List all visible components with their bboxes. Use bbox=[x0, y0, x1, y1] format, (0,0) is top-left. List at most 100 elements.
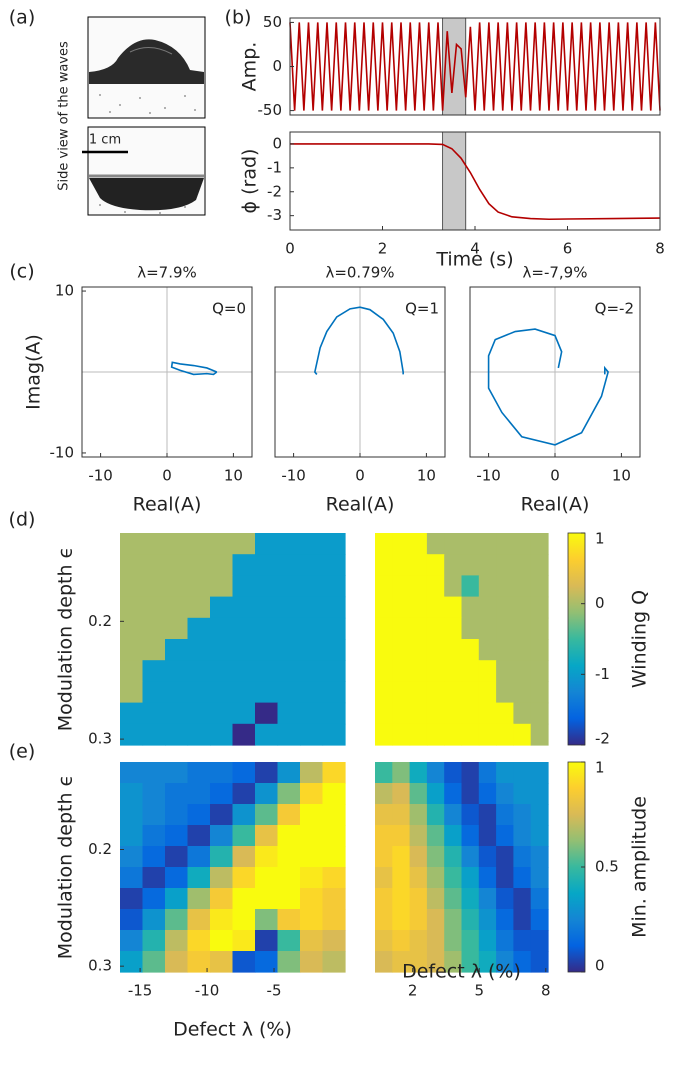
heatmap-cell bbox=[409, 888, 428, 910]
heatmap-cell bbox=[409, 909, 428, 931]
heatmap-cell bbox=[461, 846, 480, 868]
heatmap-cell bbox=[461, 596, 480, 619]
heatmap-cell bbox=[255, 951, 279, 973]
heatmap-cell bbox=[142, 681, 166, 704]
heatmap-cell bbox=[513, 575, 532, 598]
heatmap-cell bbox=[513, 702, 532, 725]
heatmap-cell bbox=[322, 888, 346, 910]
heatmap-cell bbox=[392, 783, 411, 805]
heatmap-cell bbox=[392, 660, 411, 682]
heatmap-cell bbox=[277, 575, 301, 598]
heatmap-cell bbox=[277, 783, 301, 805]
heatmap-cell bbox=[496, 660, 514, 682]
heatmap-cell bbox=[120, 825, 144, 847]
colorbar-label: Winding Q bbox=[629, 590, 651, 688]
heatmap-cell bbox=[409, 617, 428, 640]
heatmap-cell bbox=[210, 723, 234, 746]
heatmap-cell bbox=[496, 888, 514, 910]
heatmap-cell bbox=[187, 702, 211, 725]
heatmap-cell bbox=[255, 575, 279, 598]
heatmap-cell bbox=[300, 951, 324, 973]
panel-label: (b) bbox=[225, 7, 252, 29]
heatmap-cell bbox=[478, 909, 497, 931]
heatmap-cell bbox=[496, 639, 514, 661]
heatmap-cell bbox=[277, 825, 301, 847]
heatmap-cell bbox=[375, 888, 393, 910]
heatmap-cell bbox=[210, 804, 234, 826]
heatmap-cell bbox=[461, 617, 480, 640]
heatmap-cell bbox=[426, 762, 445, 784]
heatmap-cell bbox=[392, 723, 411, 746]
heatmap-cell bbox=[142, 575, 166, 598]
heatmap-cell bbox=[165, 783, 189, 805]
heatmap-cell bbox=[461, 951, 480, 973]
heatmap-cell bbox=[444, 617, 463, 640]
x-tick-label: -15 bbox=[128, 982, 153, 1000]
heatmap-cell bbox=[322, 617, 346, 640]
heatmap-cell bbox=[513, 867, 532, 889]
heatmap-cell bbox=[277, 660, 301, 682]
heatmap-cell bbox=[232, 909, 256, 931]
heatmap-cell bbox=[142, 702, 166, 725]
heatmap-cell bbox=[426, 660, 445, 682]
heatmap-cell bbox=[322, 846, 346, 868]
heatmap-cell bbox=[530, 554, 549, 576]
heatmap-cell bbox=[120, 951, 144, 973]
heatmap-cell bbox=[496, 702, 514, 725]
heatmap-cell bbox=[300, 639, 324, 661]
heatmap-cell bbox=[300, 888, 324, 910]
heatmap-cell bbox=[409, 804, 428, 826]
heatmap-cell bbox=[461, 533, 480, 555]
heatmap-cell bbox=[530, 681, 549, 704]
heatmap-cell bbox=[496, 783, 514, 805]
heatmap-cell bbox=[232, 533, 256, 555]
heatmap-cell bbox=[187, 825, 211, 847]
x-tick-label: -5 bbox=[267, 982, 282, 1000]
heatmap-cell bbox=[322, 909, 346, 931]
heatmap-cell bbox=[444, 639, 463, 661]
heatmap-cell bbox=[255, 639, 279, 661]
x-tick-label: 10 bbox=[612, 467, 631, 485]
colorbar-tick-label: 1 bbox=[595, 759, 605, 777]
y-tick-label: -3 bbox=[267, 206, 282, 224]
heatmap-cell bbox=[322, 702, 346, 725]
heatmap-cell bbox=[187, 639, 211, 661]
heatmap-cell bbox=[426, 702, 445, 725]
heatmap-cell bbox=[426, 723, 445, 746]
heatmap-cell bbox=[530, 575, 549, 598]
heatmap-cell bbox=[409, 723, 428, 746]
heatmap-cell bbox=[255, 702, 279, 725]
heatmap-cell bbox=[232, 575, 256, 598]
heatmap-cell bbox=[375, 762, 393, 784]
heatmap-cell bbox=[444, 783, 463, 805]
heatmap-cell bbox=[120, 783, 144, 805]
heatmap-cell bbox=[142, 533, 166, 555]
heatmap-cell bbox=[210, 783, 234, 805]
heatmap-cell bbox=[210, 575, 234, 598]
heatmap-cell bbox=[187, 554, 211, 576]
heatmap-cell bbox=[444, 825, 463, 847]
heatmap-cell bbox=[478, 762, 497, 784]
heatmap-cell bbox=[300, 681, 324, 704]
x-tick-label: 2 bbox=[408, 982, 418, 1000]
heatmap-cell bbox=[210, 825, 234, 847]
heatmap-cell bbox=[392, 930, 411, 952]
heatmap-cell bbox=[187, 804, 211, 826]
heatmap-cell bbox=[255, 617, 279, 640]
heatmap-cell bbox=[392, 702, 411, 725]
heatmap-cell bbox=[409, 554, 428, 576]
y-tick-label: 0.3 bbox=[88, 730, 112, 748]
chart-title: λ=-7,9% bbox=[523, 264, 588, 282]
y-axis-label: ϕ (rad) bbox=[239, 149, 261, 214]
heatmap-cell bbox=[255, 930, 279, 952]
heatmap-cell bbox=[210, 762, 234, 784]
heatmap-cell bbox=[210, 867, 234, 889]
heatmap-cell bbox=[255, 888, 279, 910]
heatmap-cell bbox=[375, 804, 393, 826]
heatmap-cell bbox=[375, 723, 393, 746]
heatmap-cell bbox=[165, 930, 189, 952]
heatmap-cell bbox=[513, 804, 532, 826]
heatmap-cell bbox=[322, 639, 346, 661]
heatmap-cell bbox=[513, 783, 532, 805]
heatmap-cell bbox=[120, 846, 144, 868]
